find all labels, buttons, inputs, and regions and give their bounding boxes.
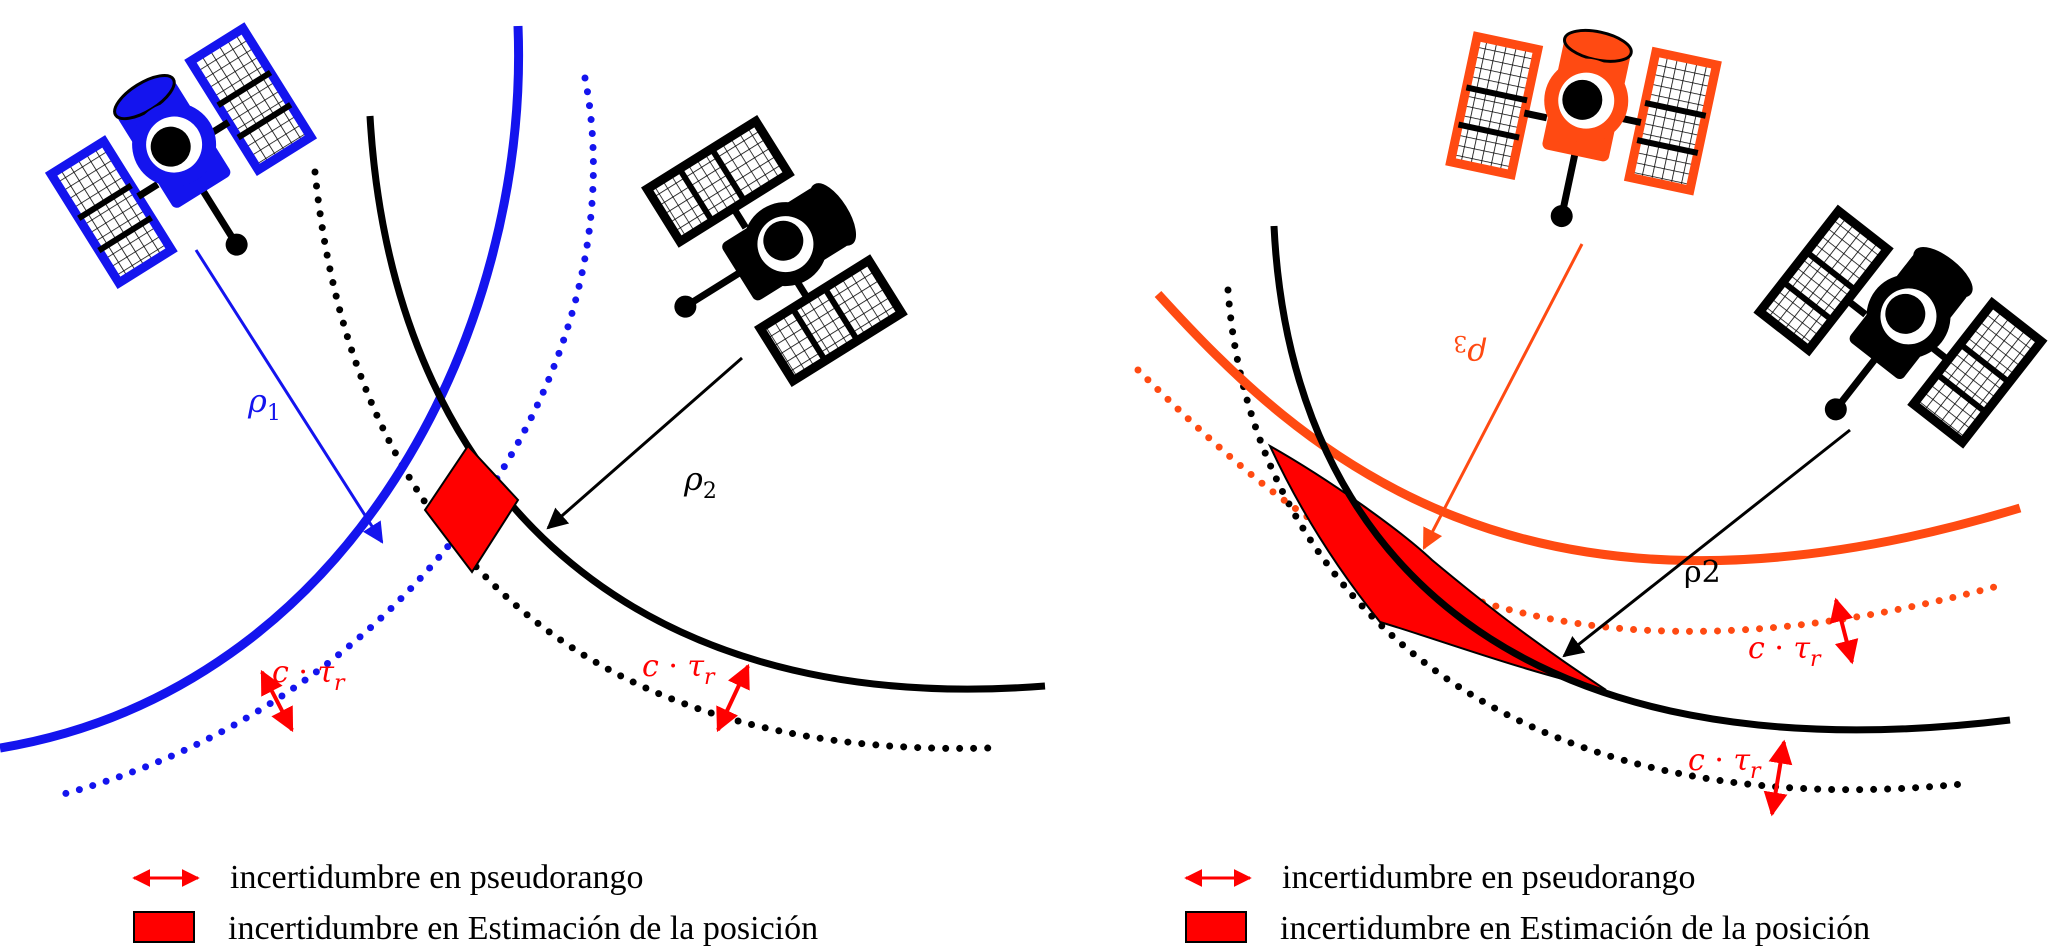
rho2-vector-left — [546, 356, 743, 530]
legend-right: incertidumbre en pseudorango incertidumb… — [1184, 859, 1870, 947]
black-range-arc-left — [366, 115, 1046, 693]
legend-pseudorange-text-left: incertidumbre en pseudorango — [230, 859, 644, 896]
right-panel: ρ3 ρ2 c · τr c · τr incertidumbre en pse… — [1134, 7, 2046, 947]
c-tau-label-left-a: c · τr — [272, 655, 346, 696]
blue-range-arc — [0, 25, 524, 753]
rho3-label: ρ3 — [1453, 330, 1487, 374]
legend-position-text-left: incertidumbre en Estimación de la posici… — [228, 910, 818, 947]
pseudorange-uncertainty-arrow-black-left — [716, 663, 750, 733]
satellite-orange — [1442, 7, 1718, 252]
satellite-black-right — [1734, 187, 2046, 492]
rho3-vector — [1422, 243, 1584, 550]
rho1-vector — [194, 249, 384, 544]
rho1-label: ρ1 — [247, 382, 281, 426]
legend-position-text-right: incertidumbre en Estimación de la posici… — [1280, 910, 1870, 947]
legend-pseudorange-text-right: incertidumbre en pseudorango — [1282, 859, 1696, 896]
orange-range-arc — [1154, 290, 2022, 566]
blue-dotted-range-arc — [56, 74, 597, 799]
pseudorange-uncertainty-arrow-blue — [260, 669, 294, 733]
black-dotted-range-arc-left — [311, 168, 994, 752]
pseudorange-uncertainty-arrow-orange — [1829, 597, 1859, 665]
satellite-blue — [35, 22, 344, 318]
black-range-arc-right — [1270, 225, 2011, 734]
legend-position-swatch-right — [1185, 911, 1247, 943]
legend-left: incertidumbre en pseudorango incertidumb… — [132, 859, 818, 947]
left-panel: ρ1 ρ2 c · τr c · τr incertidumbre en pse… — [0, 22, 1046, 947]
position-uncertainty-region-right — [1267, 443, 1607, 691]
rho2-label-left: ρ2 — [683, 460, 717, 504]
c-tau-label-right-a: c · τr — [1748, 631, 1822, 672]
c-tau-label-left-b: c · τr — [642, 649, 716, 690]
rho2-vector-right — [1562, 428, 1851, 658]
satellite-black-left — [612, 105, 908, 414]
pseudorange-uncertainty-arrow-black-right — [1763, 739, 1793, 817]
legend-position-swatch-left — [133, 911, 195, 943]
orange-dotted-range-arc — [1134, 366, 2002, 635]
position-uncertainty-region-left — [423, 444, 520, 574]
c-tau-label-right-b: c · τr — [1688, 743, 1762, 784]
rho2-label-right: ρ2 — [1684, 555, 1721, 590]
